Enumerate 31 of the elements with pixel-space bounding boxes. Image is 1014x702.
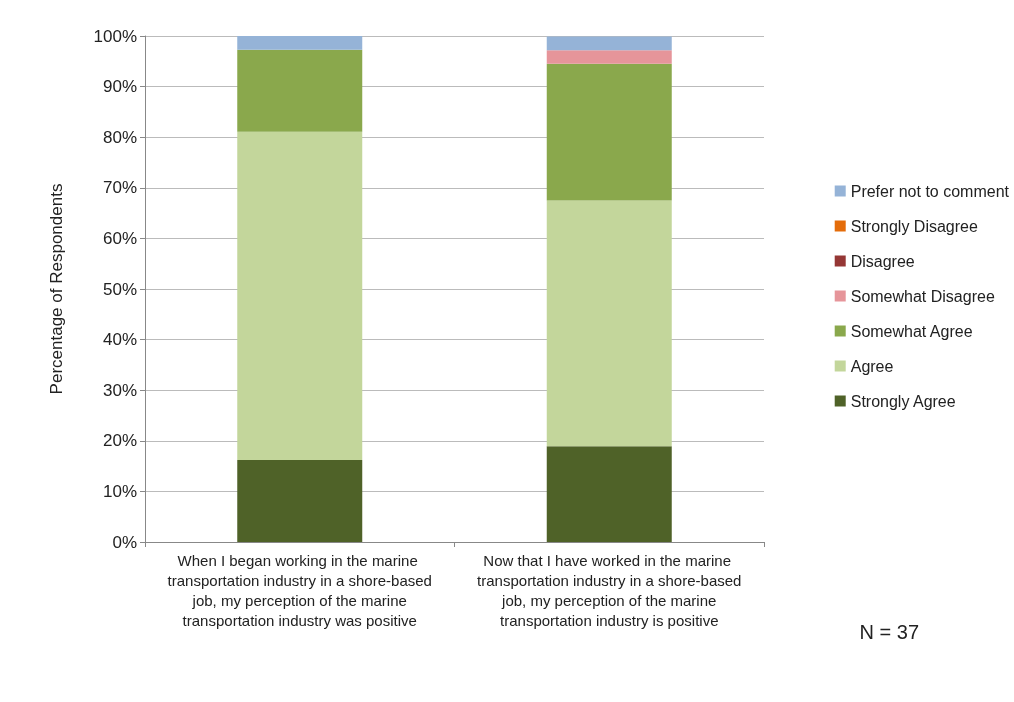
y-tick-label: 20% (102, 431, 137, 451)
y-tick-label: 100% (93, 26, 137, 46)
legend-label: Prefer not to comment (850, 182, 1010, 200)
x-tick-label: Now that I have worked in the marine transportation industry in a shore-based job, my perception of the marine transportation industry is positive (477, 551, 742, 629)
bar (237, 36, 363, 50)
y-tick-label: 70% (102, 178, 137, 198)
legend-label: Strongly Disagree (850, 217, 978, 235)
y-tick-label: 50% (102, 279, 137, 299)
bar (237, 49, 363, 132)
y-tick-label: 40% (102, 330, 137, 350)
y-tick-label: 60% (102, 228, 137, 248)
bar (546, 63, 672, 201)
y-tick-label: 30% (102, 380, 137, 400)
y-tick-label: 80% (102, 127, 137, 147)
bar (546, 50, 672, 64)
bar (546, 36, 672, 51)
x-tick-label: When I began working in the marine transportation industry in a shore-based job, my perception of the marine transportation industry was positive (167, 551, 432, 629)
legend-label: Somewhat Agree (850, 322, 973, 340)
y-tick-label: 0% (112, 532, 137, 552)
legend-label: Strongly Agree (850, 392, 956, 410)
bar (237, 460, 363, 542)
y-tick-label: 90% (102, 77, 137, 97)
text: N = 37 (859, 621, 919, 643)
legend-label: Disagree (850, 252, 915, 270)
y-axis-title: Percentage of Respondents (47, 183, 66, 395)
bar (546, 446, 672, 542)
y-tick-label: 10% (102, 481, 137, 501)
legend-label: Agree (850, 357, 894, 375)
bar (546, 200, 672, 447)
bar (237, 131, 363, 461)
legend-label: Somewhat Disagree (850, 287, 995, 305)
